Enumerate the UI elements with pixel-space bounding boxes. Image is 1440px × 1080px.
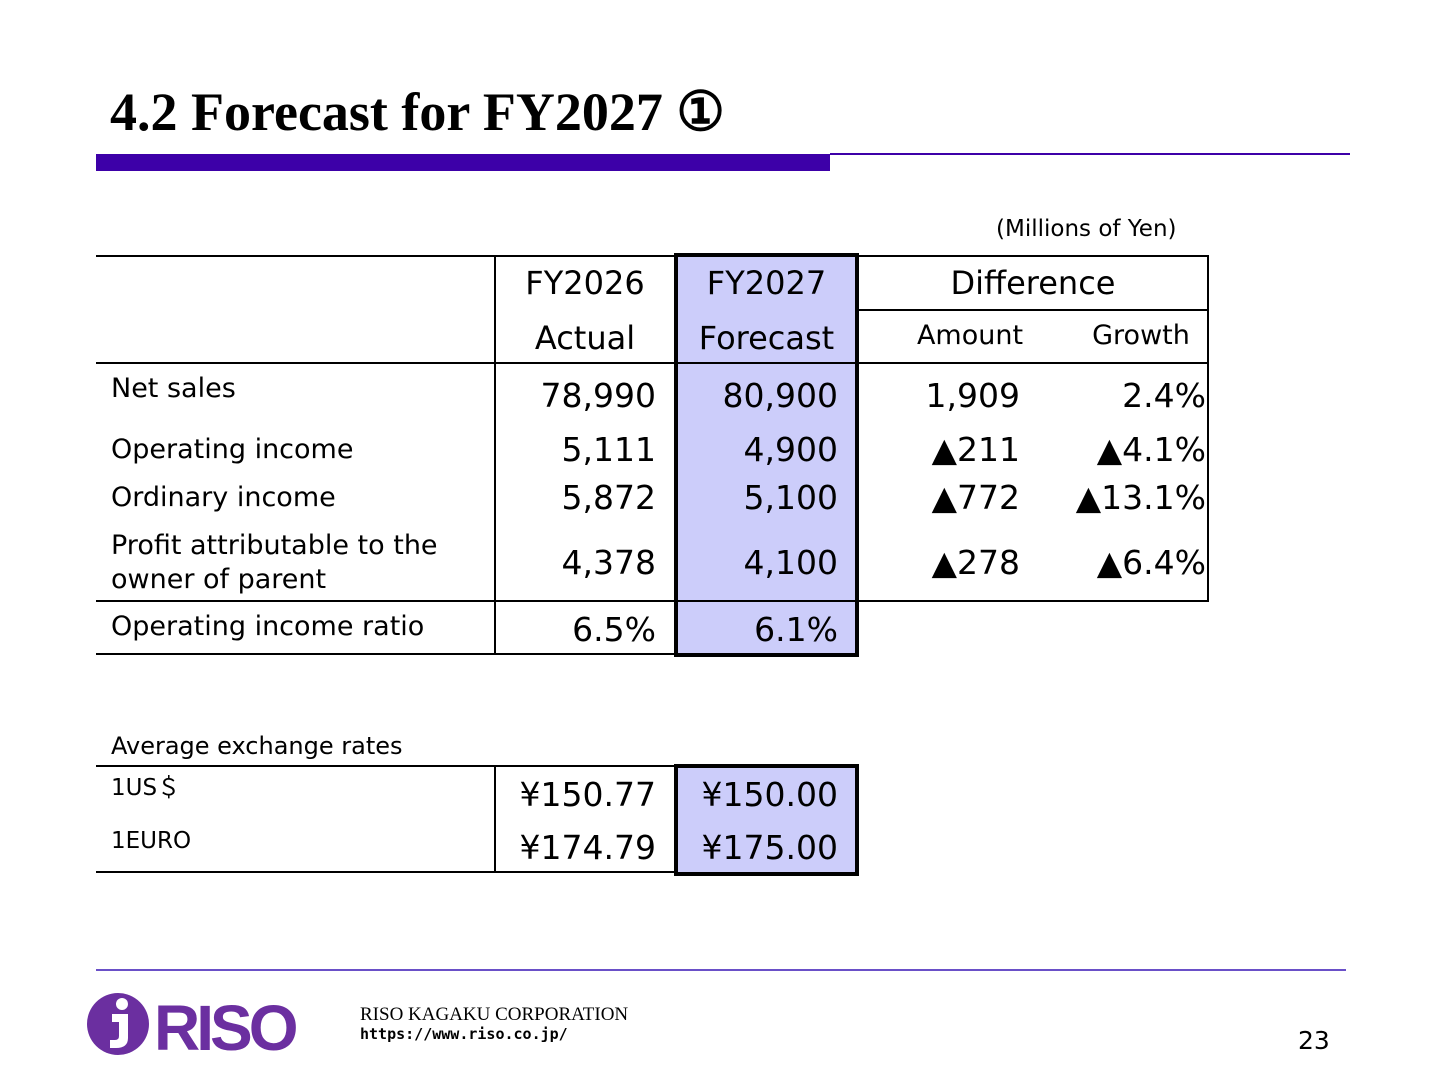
page-title: 4.2 Forecast for FY2027 ①: [110, 82, 725, 142]
exchange-rates-title: Average exchange rates: [111, 732, 403, 760]
net-sales-amount: 1,909: [925, 376, 1020, 415]
profit-actual: 4,378: [561, 543, 656, 582]
exchange-forecast-border: [674, 764, 859, 876]
net-sales-actual: 78,990: [540, 376, 656, 415]
exchange-label-usd: 1US＄: [111, 775, 181, 801]
header-amount: Amount: [916, 320, 1024, 351]
operating-income-growth: ▲4.1%: [1096, 430, 1206, 469]
operating-income-forecast: 4,900: [743, 430, 838, 469]
operating-income-ratio-actual: 6.5%: [572, 610, 656, 649]
row-label-profit-line1: Profit attributable to the: [111, 530, 438, 561]
row-label-operating-income: Operating income: [111, 434, 354, 465]
unit-note: (Millions of Yen): [996, 216, 1177, 242]
ordinary-income-growth: ▲13.1%: [1075, 478, 1206, 517]
forecast-column-highlight: [674, 253, 859, 657]
title-underline-thin: [830, 153, 1350, 155]
header-fy2026: FY2026: [525, 264, 645, 302]
row-label-operating-income-ratio: Operating income ratio: [111, 611, 425, 642]
logo-text: RISO: [154, 992, 297, 1060]
row-label-net-sales: Net sales: [111, 373, 236, 404]
operating-income-ratio-forecast: 6.1%: [754, 610, 838, 649]
usd-actual: ¥150.77: [519, 775, 656, 814]
euro-actual: ¥174.79: [519, 828, 656, 867]
profit-forecast: 4,100: [743, 543, 838, 582]
usd-forecast: ¥150.00: [701, 775, 838, 814]
footer-divider: [96, 969, 1346, 971]
euro-forecast: ¥175.00: [701, 828, 838, 867]
profit-growth: ▲6.4%: [1096, 543, 1206, 582]
header-actual: Actual: [534, 319, 636, 357]
operating-income-actual: 5,111: [561, 430, 656, 469]
net-sales-growth: 2.4%: [1122, 376, 1206, 415]
title-underline-thick: [96, 154, 830, 171]
header-forecast: Forecast: [698, 319, 835, 357]
page-number: 23: [1298, 1026, 1330, 1055]
exchange-forecast-highlight: [674, 764, 859, 876]
row-label-profit-line2: owner of parent: [111, 564, 327, 595]
ordinary-income-amount: ▲772: [931, 478, 1020, 517]
row-label-ordinary-income: Ordinary income: [111, 482, 336, 513]
ordinary-income-forecast: 5,100: [743, 478, 838, 517]
header-fy2027: FY2027: [706, 264, 827, 302]
profit-amount: ▲278: [931, 543, 1020, 582]
operating-income-amount: ▲211: [931, 430, 1020, 469]
header-growth: Growth: [1092, 320, 1190, 351]
header-difference: Difference: [950, 264, 1116, 302]
exchange-label-euro: 1EURO: [111, 828, 192, 854]
company-url[interactable]: https://www.riso.co.jp/: [360, 1025, 568, 1043]
company-name: RISO KAGAKU CORPORATION: [360, 1004, 629, 1025]
net-sales-forecast: 80,900: [722, 376, 838, 415]
riso-logo: RISO: [84, 990, 316, 1064]
ordinary-income-actual: 5,872: [561, 478, 656, 517]
